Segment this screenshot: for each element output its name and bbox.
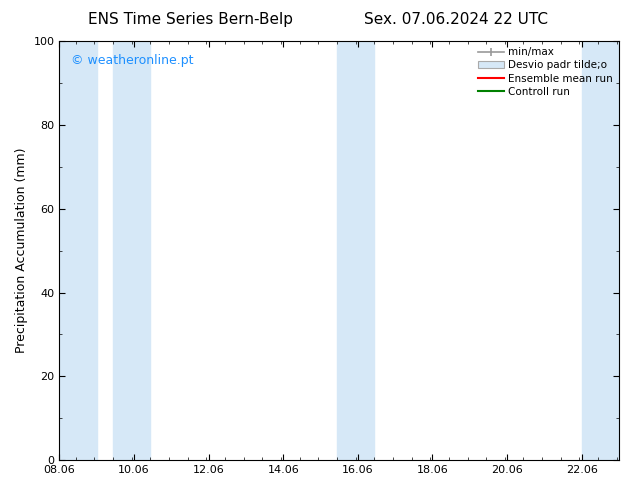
Text: © weatheronline.pt: © weatheronline.pt [70,53,193,67]
Bar [60,41,97,460]
Y-axis label: Precipitation Accumulation (mm): Precipitation Accumulation (mm) [15,148,28,353]
Text: ENS Time Series Bern-Belp: ENS Time Series Bern-Belp [87,12,293,27]
Legend: min/max, Desvio padr tilde;o, Ensemble mean run, Controll run: min/max, Desvio padr tilde;o, Ensemble m… [475,44,616,100]
Bar [337,41,374,460]
Bar [581,41,634,460]
Text: Sex. 07.06.2024 22 UTC: Sex. 07.06.2024 22 UTC [365,12,548,27]
Bar [113,41,150,460]
